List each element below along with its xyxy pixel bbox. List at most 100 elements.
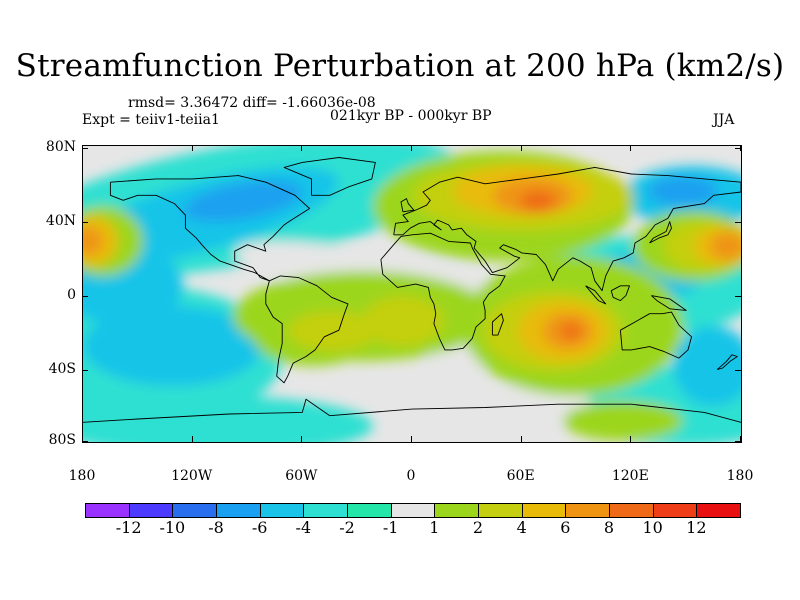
lon-label: 180 xyxy=(68,468,96,484)
lon-label: 120W xyxy=(171,468,213,484)
lon-tick xyxy=(411,145,412,151)
lon-label: 60W xyxy=(285,468,318,484)
colorbar-swatch xyxy=(85,503,130,518)
lat-tick xyxy=(735,370,741,371)
lon-tick xyxy=(301,436,303,442)
colorbar-swatch xyxy=(434,503,479,518)
lon-tick xyxy=(301,145,303,151)
lat-tick xyxy=(82,148,88,149)
lat-tick xyxy=(82,296,88,297)
contour-region xyxy=(673,326,741,406)
colorbar-label: 1 xyxy=(429,518,440,537)
colorbar-label: -4 xyxy=(295,518,312,537)
lat-label: 40N xyxy=(45,213,76,229)
colorbar-swatch xyxy=(172,503,217,518)
colorbar-swatch xyxy=(128,503,174,518)
coastlines xyxy=(83,157,741,423)
colorbar-swatch xyxy=(521,503,567,518)
colorbar-label: 4 xyxy=(516,518,527,537)
contour-region xyxy=(83,396,373,442)
lat-tick xyxy=(82,441,88,442)
lat-label: 80S xyxy=(48,432,76,448)
map-title: Streamfunction Perturbation at 200 hPa (… xyxy=(15,48,785,84)
colorbar-swatch xyxy=(347,503,392,518)
contour-region xyxy=(363,296,443,346)
colorbar-swatch xyxy=(478,503,523,518)
coastline xyxy=(83,398,741,423)
contour-region xyxy=(473,386,593,426)
coastline xyxy=(393,166,741,292)
lon-label: 0 xyxy=(406,468,416,484)
coastline xyxy=(610,285,630,302)
coastline xyxy=(491,313,504,336)
colorbar-label: 10 xyxy=(642,518,663,537)
lat-label: 40S xyxy=(48,361,76,377)
contour-region xyxy=(183,180,303,222)
lon-tick xyxy=(520,145,522,151)
coastline xyxy=(400,198,415,213)
lat-tick xyxy=(735,148,741,149)
colorbar-swatch xyxy=(303,503,348,518)
colorbar-swatch xyxy=(652,503,698,518)
contour-region xyxy=(710,232,741,260)
lon-tick xyxy=(740,145,741,151)
lon-tick xyxy=(191,145,193,151)
contour-region xyxy=(648,176,718,206)
coastline xyxy=(585,285,607,305)
colorbar xyxy=(85,503,741,518)
contour-field xyxy=(83,146,741,442)
colorbar-swatch xyxy=(390,503,436,518)
lon-tick xyxy=(411,436,412,442)
experiment-label: Expt = teiiv1-teiia1 xyxy=(82,112,220,128)
contour-blobs xyxy=(83,146,741,442)
colorbar-swatch xyxy=(609,503,654,518)
colorbar-label: -1 xyxy=(382,518,399,537)
lat-tick xyxy=(82,370,88,371)
contour-region xyxy=(288,311,378,351)
lon-label: 120E xyxy=(611,468,649,484)
lon-tick xyxy=(630,145,632,151)
lon-tick xyxy=(191,436,193,442)
contour-region xyxy=(561,323,581,339)
coastline xyxy=(651,295,687,311)
colorbar-swatch xyxy=(696,503,741,518)
colorbar-swatch xyxy=(216,503,261,518)
contour-region xyxy=(83,306,263,386)
contour-region xyxy=(563,401,683,441)
colorbar-label: -8 xyxy=(208,518,224,537)
lon-tick xyxy=(630,436,632,442)
colorbar-label: 2 xyxy=(472,518,484,537)
colorbar-label: -2 xyxy=(339,518,355,537)
contour-region xyxy=(520,191,556,211)
colorbar-label: 8 xyxy=(603,518,615,537)
colorbar-label: -6 xyxy=(251,518,268,537)
lat-label: 80N xyxy=(45,139,76,155)
lat-label: 0 xyxy=(67,287,76,303)
lat-tick xyxy=(735,441,741,442)
stats-text: rmsd= 3.36472 diff= -1.66036e-08 xyxy=(128,95,376,111)
lat-tick xyxy=(735,222,741,223)
colorbar-swatch xyxy=(259,503,305,518)
colorbar-label: 6 xyxy=(560,518,571,537)
contour-region xyxy=(83,227,103,255)
lon-label: 60E xyxy=(506,468,535,484)
coastline xyxy=(716,354,738,371)
lon-label: 180 xyxy=(726,468,754,484)
season-label: JJA xyxy=(713,112,735,128)
lat-tick xyxy=(82,222,88,223)
lon-tick xyxy=(82,436,83,442)
colorbar-label: 12 xyxy=(686,518,707,537)
colorbar-label: -10 xyxy=(159,518,186,537)
coastline xyxy=(619,311,693,359)
lon-tick xyxy=(740,436,741,442)
colorbar-swatch xyxy=(565,503,610,518)
coastline xyxy=(649,221,672,244)
period-label: 021kyr BP - 000kyr BP xyxy=(330,108,492,124)
lat-tick xyxy=(735,296,741,297)
lon-tick xyxy=(520,436,522,442)
coastline xyxy=(265,275,349,384)
lon-tick xyxy=(82,145,83,151)
coastline xyxy=(109,175,311,282)
map-field xyxy=(83,146,741,442)
coastline xyxy=(380,232,506,351)
